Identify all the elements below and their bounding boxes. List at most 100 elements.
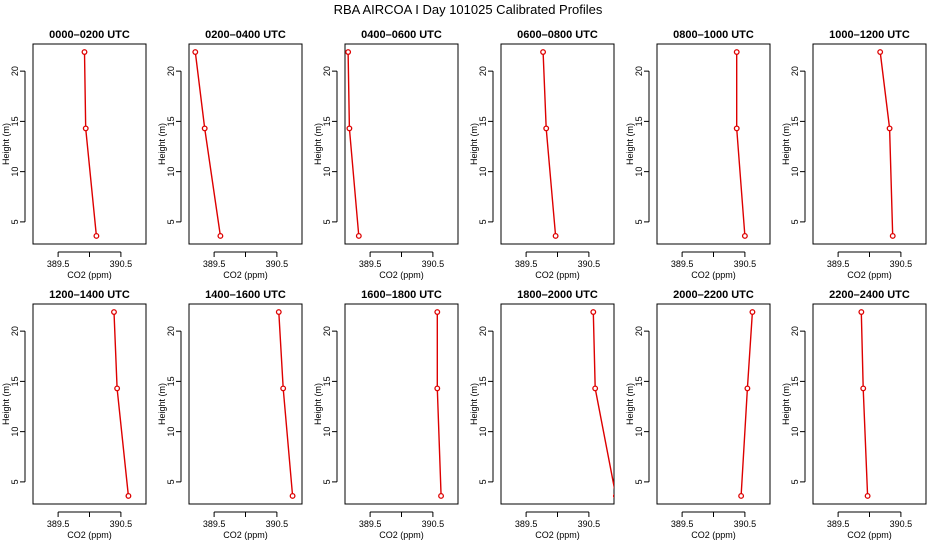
y-tick-label: 15	[10, 116, 20, 126]
x-tick-label: 390.5	[110, 259, 133, 269]
y-tick-label: 20	[166, 66, 176, 76]
x-axis-label: CO2 (ppm)	[223, 270, 268, 280]
panel-title: 0600–0800 UTC	[517, 29, 598, 41]
data-point	[590, 309, 597, 315]
panel-title: 0800–1000 UTC	[673, 29, 754, 41]
data-point	[93, 233, 100, 239]
x-tick-label: 389.5	[827, 519, 850, 529]
x-tick-label: 389.5	[671, 519, 694, 529]
panel-title: 1000–1200 UTC	[829, 29, 910, 41]
x-axis-label: CO2 (ppm)	[67, 270, 112, 280]
panel-title: 2200–2400 UTC	[829, 289, 910, 301]
y-tick-label: 15	[478, 116, 488, 126]
data-point	[552, 233, 559, 239]
x-axis-label: CO2 (ppm)	[379, 270, 424, 280]
y-tick-label: 15	[790, 116, 800, 126]
data-point	[346, 125, 353, 132]
data-point	[201, 125, 208, 132]
x-tick-label: 389.5	[203, 259, 226, 269]
plot-frame	[344, 303, 459, 505]
x-tick-label: 390.5	[578, 519, 601, 529]
data-point	[434, 309, 441, 315]
y-tick-label: 10	[790, 167, 800, 177]
x-tick-label: 389.5	[203, 519, 226, 529]
y-axis-label: Height (m)	[157, 383, 167, 425]
y-tick-label: 10	[10, 427, 20, 437]
x-tick-label: 389.5	[827, 259, 850, 269]
y-tick-label: 5	[478, 479, 488, 484]
data-point	[111, 309, 117, 315]
data-point	[877, 49, 884, 55]
x-tick-label: 390.5	[734, 519, 757, 529]
x-tick-label: 390.5	[266, 259, 289, 269]
x-tick-label: 390.5	[734, 259, 757, 269]
plot-frame	[344, 43, 459, 245]
y-tick-label: 10	[478, 427, 488, 437]
y-axis-label: Height (m)	[469, 383, 479, 425]
y-tick-label: 10	[322, 167, 332, 177]
data-point	[192, 49, 199, 55]
data-point	[289, 493, 296, 499]
x-tick-label: 390.5	[890, 259, 913, 269]
data-point	[741, 233, 748, 239]
y-axis-label: Height (m)	[781, 123, 791, 165]
x-axis-label: CO2 (ppm)	[535, 270, 580, 280]
y-axis-label: Height (m)	[625, 123, 635, 165]
x-tick-label: 390.5	[266, 519, 289, 529]
y-tick-label: 15	[166, 116, 176, 126]
y-tick-label: 15	[10, 376, 20, 386]
profile-line	[83, 51, 98, 237]
profile-line	[879, 51, 894, 237]
panel-title: 1800–2000 UTC	[517, 289, 598, 301]
x-tick-label: 389.5	[515, 519, 538, 529]
y-tick-label: 5	[322, 219, 332, 224]
profile-line	[740, 311, 754, 497]
x-axis-label: CO2 (ppm)	[379, 530, 424, 540]
data-point	[82, 125, 89, 132]
profile-line	[860, 311, 869, 497]
y-tick-label: 15	[322, 116, 332, 126]
y-tick-label: 20	[10, 326, 20, 336]
x-tick-label: 390.5	[422, 259, 445, 269]
y-tick-label: 20	[478, 66, 488, 76]
y-tick-label: 20	[322, 326, 332, 336]
panel-title: 0000–0200 UTC	[49, 29, 130, 41]
profile-line	[278, 311, 294, 497]
plot-frame	[500, 43, 615, 245]
data-point	[543, 125, 550, 132]
y-axis-label: Height (m)	[157, 123, 167, 165]
plot-frame	[32, 303, 147, 505]
y-tick-label: 20	[790, 326, 800, 336]
y-tick-label: 20	[634, 326, 644, 336]
plot-frame	[656, 43, 771, 245]
y-tick-label: 15	[166, 376, 176, 386]
y-tick-label: 20	[322, 66, 332, 76]
profile-line	[436, 312, 442, 497]
data-point	[738, 493, 745, 499]
y-axis-label: Height (m)	[469, 123, 479, 165]
data-point	[540, 49, 547, 55]
y-tick-label: 5	[322, 479, 332, 484]
y-tick-label: 10	[10, 167, 20, 177]
x-tick-label: 390.5	[422, 519, 445, 529]
profile-line	[113, 311, 130, 497]
x-axis-label: CO2 (ppm)	[67, 530, 112, 540]
profile-line	[736, 52, 746, 237]
data-point	[592, 385, 599, 392]
x-axis-label: CO2 (ppm)	[847, 530, 892, 540]
data-point	[612, 493, 614, 499]
plot-frame	[500, 303, 615, 505]
y-tick-label: 5	[10, 219, 20, 224]
y-tick-label: 20	[790, 66, 800, 76]
